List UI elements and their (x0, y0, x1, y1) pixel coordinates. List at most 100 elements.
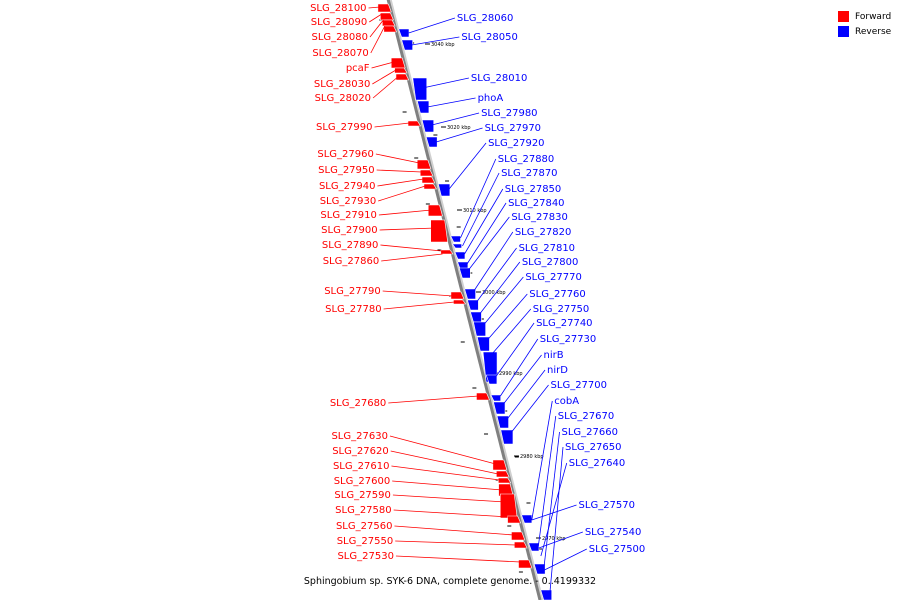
reverse-gene-glyph (490, 394, 502, 402)
forward-label-slg-27930: SLG_27930 (320, 196, 376, 207)
forward-gene-glyph (423, 183, 437, 190)
forward-leader-slg-28100 (368, 6, 381, 9)
reverse-gene-glyph (398, 28, 410, 38)
forward-leader-slg-27990 (374, 122, 410, 128)
forward-leader-slg-27620 (390, 450, 499, 475)
forward-gene-glyph (416, 159, 432, 170)
reverse-label-slg-27650: SLG_27650 (565, 442, 621, 453)
forward-gene-glyph (381, 19, 396, 27)
forward-leader-slg-27600 (392, 480, 503, 491)
forward-gene-glyph (492, 459, 508, 471)
forward-gene-glyph (377, 3, 392, 13)
forward-gene-glyph (419, 169, 434, 177)
forward-label-slg-27780: SLG_27780 (325, 304, 381, 315)
forward-label-slg-28070: SLG_28070 (312, 48, 368, 59)
backbone (386, 0, 542, 600)
forward-gene-glyph (395, 73, 410, 81)
forward-label-slg-27900: SLG_27900 (321, 225, 377, 236)
forward-gene-glyph (421, 176, 436, 184)
reverse-label-slg-27820: SLG_27820 (515, 227, 571, 238)
forward-gene-glyph (394, 67, 408, 74)
forward-label-slg-27590: SLG_27590 (334, 490, 390, 501)
reverse-label-slg-27660: SLG_27660 (562, 427, 618, 438)
forward-label-slg-28090: SLG_28090 (311, 17, 367, 28)
forward-leader-slg-27950 (376, 169, 422, 173)
reverse-leader-slg-27820 (473, 231, 514, 292)
reverse-gene-glyph (521, 514, 533, 524)
forward-label-slg-28020: SLG_28020 (315, 93, 371, 104)
reverse-leader-nird (506, 369, 546, 421)
forward-leader-slg-27960 (375, 153, 420, 164)
reverse-label-slg-27730: SLG_27730 (540, 334, 596, 345)
forward-label-slg-27860: SLG_27860 (323, 256, 379, 267)
forward-leader-slg-27580 (393, 509, 510, 518)
reverse-label-slg-27700: SLG_27700 (551, 380, 607, 391)
forward-label-slg-27680: SLG_27680 (330, 398, 386, 409)
scale-label: 3000 kbp (482, 290, 506, 296)
forward-leader-slg-28080 (369, 19, 384, 38)
reverse-label-slg-28010: SLG_28010 (471, 73, 527, 84)
reverse-gene-glyph (528, 542, 540, 552)
reverse-label-nird: nirD (547, 365, 568, 376)
forward-leader-slg-27930 (378, 185, 426, 202)
forward-leader-slg-27560 (394, 525, 514, 536)
scale-label: 3040 kbp (431, 42, 455, 48)
forward-leader-slg-27530 (395, 555, 521, 563)
reverse-leader-nirb (502, 354, 542, 406)
reverse-leader-slg-27770 (482, 276, 524, 327)
forward-leader-slg-28090 (369, 13, 383, 23)
forward-label-slg-27790: SLG_27790 (324, 286, 380, 297)
reverse-leader-slg-28010 (422, 77, 469, 89)
forward-gene-glyph (427, 204, 443, 217)
reverse-gene-glyph (451, 243, 462, 249)
reverse-label-slg-27500: SLG_27500 (589, 544, 645, 555)
reverse-gene-glyph (458, 267, 471, 279)
forward-gene-glyph (476, 392, 490, 401)
reverse-gene-glyph (466, 299, 479, 311)
forward-label-slg-28080: SLG_28080 (312, 32, 368, 43)
forward-label-slg-27560: SLG_27560 (336, 521, 392, 532)
forward-label-slg-27610: SLG_27610 (333, 461, 389, 472)
forward-gene-glyph (453, 299, 467, 305)
reverse-leader-slg-27730 (500, 338, 539, 397)
forward-leader-slg-27630 (389, 435, 496, 465)
forward-gene-glyph (496, 470, 510, 478)
reverse-gene-glyph (425, 136, 438, 148)
forward-label-slg-27890: SLG_27890 (322, 240, 378, 251)
forward-leader-slg-27610 (391, 465, 500, 481)
reverse-leader-slg-28060 (408, 17, 456, 34)
reverse-gene-glyph (450, 235, 461, 243)
reverse-leader-slg-27750 (489, 308, 532, 357)
reverse-leader-slg-27840 (466, 202, 507, 265)
reverse-leader-slg-27870 (462, 172, 500, 247)
reverse-label-slg-27970: SLG_27970 (485, 123, 541, 134)
forward-leader-slg-28020 (372, 76, 398, 99)
reverse-label-phoa: phoA (478, 93, 504, 104)
forward-leader-slg-27780 (383, 301, 455, 310)
reverse-label-slg-27770: SLG_27770 (525, 272, 581, 283)
reverse-leader-slg-27650 (549, 446, 564, 593)
reverse-leader-phoa (427, 97, 476, 108)
forward-leader-slg-27860 (381, 253, 443, 262)
reverse-leader-slg-27760 (486, 293, 528, 342)
reverse-label-slg-27830: SLG_27830 (511, 212, 567, 223)
reverse-gene-glyph (454, 251, 466, 260)
forward-gene-glyph (450, 291, 465, 300)
scale-label: 3020 kbp (447, 125, 471, 131)
reverse-gene-glyph (540, 589, 553, 600)
forward-gene-glyph (513, 541, 528, 549)
forward-leader-pcaf (371, 61, 395, 69)
reverse-gene-glyph (416, 100, 430, 114)
forward-label-slg-28100: SLG_28100 (310, 3, 366, 14)
reverse-leader-slg-27670 (537, 415, 557, 547)
reverse-leader-slg-27740 (495, 322, 535, 378)
reverse-label-slg-27670: SLG_27670 (558, 411, 614, 422)
forward-gene-glyph (497, 477, 512, 484)
forward-label-slg-27910: SLG_27910 (320, 210, 376, 221)
reverse-label-coba: cobA (554, 396, 579, 407)
backbone-shadow (388, 0, 544, 600)
forward-label-slg-27960: SLG_27960 (317, 149, 373, 160)
forward-gene-glyph (511, 531, 526, 541)
forward-leader-slg-27680 (388, 395, 479, 404)
forward-leader-slg-28030 (372, 69, 397, 85)
